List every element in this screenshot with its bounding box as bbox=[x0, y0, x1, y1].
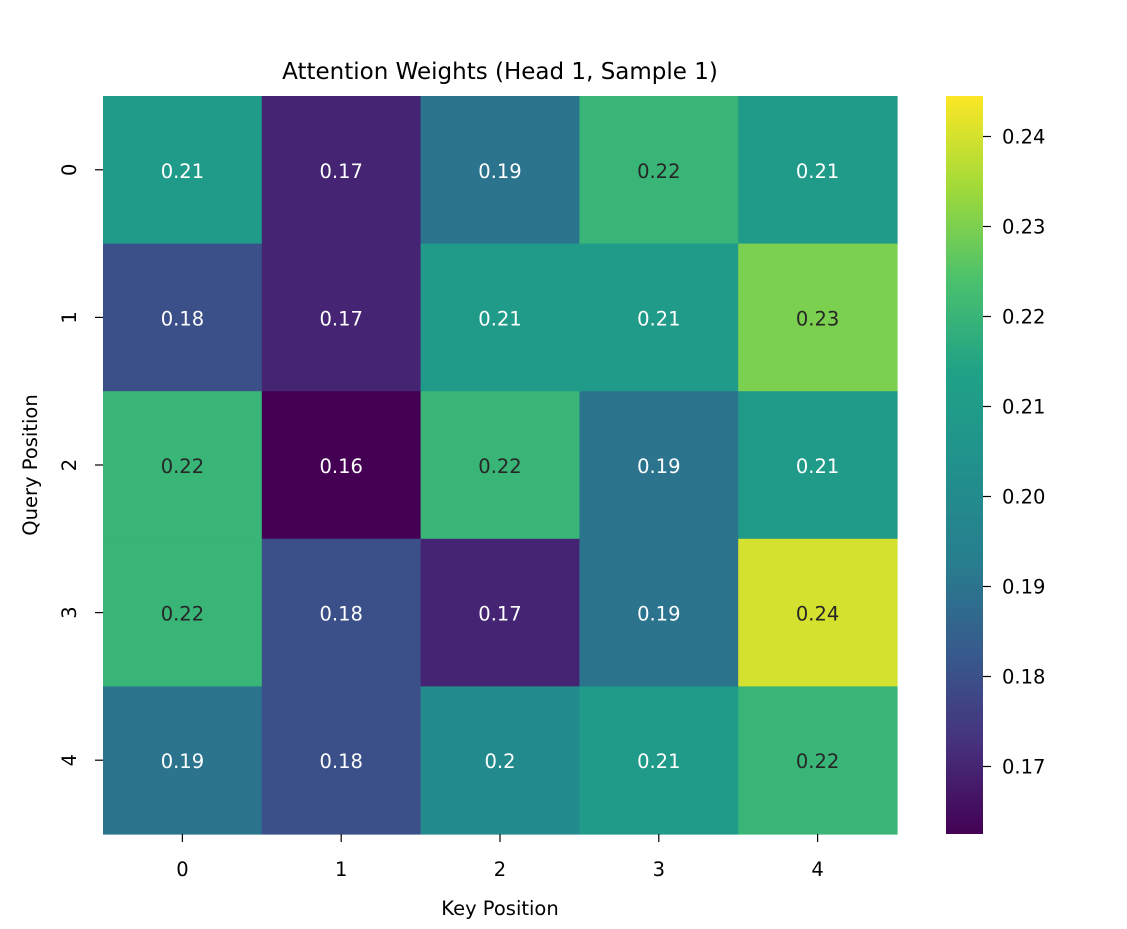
heatmap-cell-r1-c0 bbox=[103, 243, 263, 392]
x-axis-label: Key Position bbox=[441, 897, 558, 920]
heatmap-cell-r2-c3 bbox=[579, 391, 739, 540]
cell-value-label: 0.22 bbox=[796, 750, 839, 773]
y-axis-label: Query Position bbox=[19, 394, 42, 535]
heatmap-cell-r2-c1 bbox=[261, 391, 422, 540]
y-tick-label: 1 bbox=[58, 311, 81, 323]
y-tick-label: 3 bbox=[58, 606, 81, 618]
cell-value-label: 0.17 bbox=[319, 307, 362, 330]
colorbar-tick-label: 0.20 bbox=[1002, 486, 1045, 509]
heatmap-cell-r4-c4 bbox=[738, 686, 898, 835]
heatmap-cell-r2-c4 bbox=[738, 391, 898, 540]
cell-value-label: 0.18 bbox=[319, 750, 362, 773]
cell-value-label: 0.21 bbox=[637, 307, 680, 330]
y-axis-ticks: 0 1 2 3 4 bbox=[58, 164, 103, 766]
y-tick-label: 2 bbox=[58, 459, 81, 471]
x-tick-label: 3 bbox=[653, 858, 665, 881]
heatmap-cell-r4-c0 bbox=[103, 686, 263, 835]
cell-value-label: 0.19 bbox=[478, 160, 521, 183]
cell-value-label: 0.21 bbox=[637, 750, 680, 773]
heatmap-cell-r1-c2 bbox=[420, 243, 580, 392]
y-tick-label: 0 bbox=[58, 164, 81, 176]
x-tick-label: 2 bbox=[494, 858, 506, 881]
heatmap-cells bbox=[103, 96, 898, 835]
heatmap-cell-r1-c3 bbox=[579, 243, 739, 392]
cell-value-label: 0.2 bbox=[484, 750, 515, 773]
heatmap-cell-r4-c3 bbox=[579, 686, 739, 835]
x-tick-label: 4 bbox=[811, 858, 823, 881]
colorbar-tick-label: 0.21 bbox=[1002, 396, 1045, 419]
heatmap-cell-r3-c1 bbox=[261, 538, 422, 687]
colorbar-ticks: 0.24 0.23 0.22 0.21 0.20 0.19 0.18 0.17 bbox=[983, 126, 1045, 779]
heatmap-cell-r0-c3 bbox=[579, 96, 739, 245]
cell-value-label: 0.21 bbox=[161, 160, 204, 183]
colorbar-tick-label: 0.22 bbox=[1002, 306, 1045, 329]
colorbar-tick-label: 0.18 bbox=[1002, 666, 1045, 689]
cell-value-label: 0.18 bbox=[161, 307, 204, 330]
colorbar bbox=[946, 96, 983, 834]
cell-value-label: 0.17 bbox=[478, 603, 521, 626]
cell-value-label: 0.22 bbox=[161, 455, 204, 478]
cell-value-label: 0.16 bbox=[319, 455, 362, 478]
heatmap-cell-r0-c2 bbox=[420, 96, 580, 245]
colorbar-tick-label: 0.24 bbox=[1002, 126, 1045, 149]
heatmap-cell-r0-c0 bbox=[103, 96, 263, 245]
cell-value-label: 0.21 bbox=[796, 455, 839, 478]
heatmap-cell-r0-c4 bbox=[738, 96, 898, 245]
heatmap-cell-r4-c2 bbox=[420, 686, 580, 835]
x-axis-ticks: 0 1 2 3 4 bbox=[176, 834, 824, 881]
heatmap-cell-r2-c0 bbox=[103, 391, 263, 540]
heatmap-cell-r2-c2 bbox=[420, 391, 580, 540]
cell-value-label: 0.22 bbox=[478, 455, 521, 478]
cell-value-label: 0.18 bbox=[319, 603, 362, 626]
heatmap-cell-r1-c4 bbox=[738, 243, 898, 392]
heatmap-cell-r3-c4 bbox=[738, 538, 898, 687]
heatmap-cell-r1-c1 bbox=[261, 243, 422, 392]
heatmap-cell-r3-c0 bbox=[103, 538, 263, 687]
heatmap-cell-r0-c1 bbox=[261, 96, 422, 245]
cell-value-label: 0.17 bbox=[319, 160, 362, 183]
y-tick-label: 4 bbox=[58, 754, 81, 766]
cell-value-label: 0.22 bbox=[161, 603, 204, 626]
colorbar-tick-label: 0.23 bbox=[1002, 216, 1045, 239]
heatmap-cell-r3-c2 bbox=[420, 538, 580, 687]
cell-value-label: 0.24 bbox=[796, 603, 839, 626]
cell-value-label: 0.21 bbox=[478, 307, 521, 330]
colorbar-tick-label: 0.19 bbox=[1002, 576, 1045, 599]
cell-value-label: 0.19 bbox=[161, 750, 204, 773]
heatmap-cell-r4-c1 bbox=[261, 686, 422, 835]
x-tick-label: 1 bbox=[335, 858, 347, 881]
colorbar-tick-label: 0.17 bbox=[1002, 756, 1045, 779]
cell-value-label: 0.22 bbox=[637, 160, 680, 183]
chart-title: Attention Weights (Head 1, Sample 1) bbox=[282, 59, 718, 85]
cell-value-label: 0.21 bbox=[796, 160, 839, 183]
cell-value-label: 0.19 bbox=[637, 603, 680, 626]
x-tick-label: 0 bbox=[176, 858, 188, 881]
cell-value-label: 0.23 bbox=[796, 307, 839, 330]
cell-value-label: 0.19 bbox=[637, 455, 680, 478]
heatmap-cell-labels: 0.21 0.17 0.19 0.22 0.21 0.18 0.17 0.21 0.21 0.23… bbox=[161, 160, 840, 773]
heatmap-cell-r3-c3 bbox=[579, 538, 739, 687]
